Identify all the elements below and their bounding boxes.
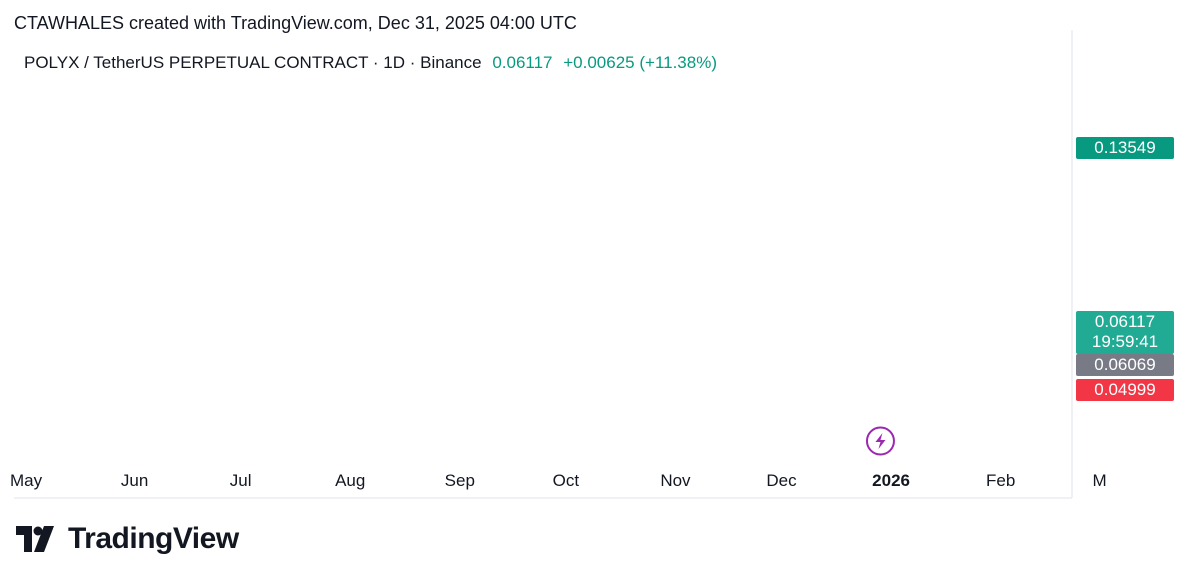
x-tick-label: Nov <box>660 471 691 490</box>
x-tick-label: Oct <box>553 471 580 490</box>
x-tick-label: Jun <box>121 471 148 490</box>
tradingview-wordmark: TradingView <box>68 522 239 555</box>
last-price-tag: 0.06117 19:59:41 <box>1076 311 1174 354</box>
x-tick-label: 2026 <box>872 471 910 490</box>
x-tick-label: Aug <box>335 471 365 490</box>
price-change-value: +0.00625 (+11.38%) <box>563 53 717 72</box>
x-tick-label: M <box>1093 471 1107 490</box>
tradingview-logo-icon <box>16 526 54 552</box>
chart-attribution: CTAWHALES created with TradingView.com, … <box>14 13 577 33</box>
symbol-legend[interactable]: POLYX / TetherUS PERPETUAL CONTRACT · 1D… <box>24 53 717 73</box>
tradingview-logo[interactable]: TradingView <box>16 522 239 556</box>
target-price-tag: 0.13549 <box>1076 137 1174 159</box>
lightning-glyph <box>875 433 886 449</box>
bar-countdown: 19:59:41 <box>1091 332 1159 351</box>
last-price-value: 0.06117 <box>492 53 553 72</box>
symbol-title: POLYX / TetherUS PERPETUAL CONTRACT · 1D… <box>24 53 482 72</box>
last-price-tag-value: 0.06117 <box>1094 312 1156 331</box>
x-tick-label: Sep <box>445 471 475 490</box>
x-tick-label: Dec <box>766 471 797 490</box>
entry-price-tag: 0.06069 <box>1076 354 1174 376</box>
x-tick-label: Feb <box>986 471 1015 490</box>
x-tick-label: Jul <box>230 471 252 490</box>
x-tick-label: May <box>10 471 43 490</box>
stop-price-tag: 0.04999 <box>1076 379 1174 401</box>
